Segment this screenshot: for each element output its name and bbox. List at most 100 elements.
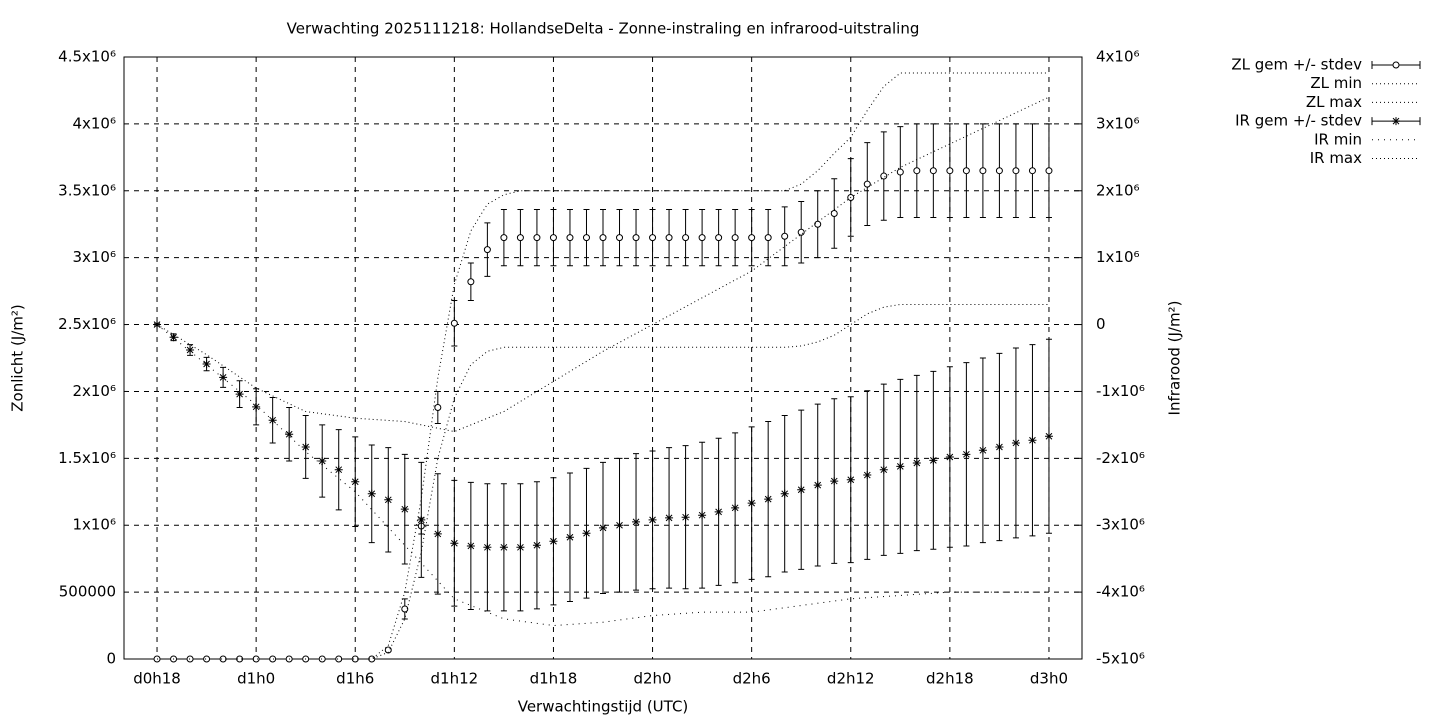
- point-marker: [599, 234, 607, 242]
- point-marker: [565, 533, 574, 542]
- point-marker: [781, 232, 789, 240]
- point-marker: [665, 234, 673, 242]
- point-marker: [466, 541, 475, 550]
- point-marker: [863, 471, 872, 480]
- y-tick-label: 3x10⁶: [72, 248, 116, 266]
- point-marker: [186, 345, 195, 354]
- point-marker: [1012, 167, 1020, 175]
- point-marker: [384, 495, 393, 504]
- point-marker: [912, 459, 921, 468]
- point-marker: [797, 485, 806, 494]
- x-tick-label: d2h18: [926, 670, 974, 688]
- point-marker: [995, 442, 1004, 451]
- point-marker: [219, 655, 227, 663]
- point-marker: [979, 167, 987, 175]
- point-marker: [1028, 436, 1037, 445]
- point-marker: [929, 167, 937, 175]
- point-marker: [549, 537, 558, 546]
- x-tick-label: d3h0: [1030, 670, 1068, 688]
- legend-label: ZL gem +/- stdev: [1231, 56, 1362, 74]
- y-tick-label: 2x10⁶: [72, 382, 116, 400]
- point-marker: [433, 529, 442, 538]
- legend-label: IR min: [1314, 130, 1362, 148]
- point-marker: [203, 655, 211, 663]
- y-tick-label: 500000: [59, 583, 116, 601]
- point-marker: [929, 456, 938, 465]
- point-marker: [235, 390, 244, 399]
- point-marker: [764, 495, 773, 504]
- x-tick-label: d2h6: [733, 670, 771, 688]
- point-marker: [896, 168, 904, 176]
- line-series: [156, 324, 1049, 627]
- point-marker: [318, 655, 326, 663]
- y2-tick-label: 0: [1096, 315, 1106, 333]
- point-marker: [252, 402, 261, 411]
- point-marker: [797, 228, 805, 236]
- y-tick-label: 0: [106, 650, 116, 668]
- point-marker: [450, 539, 459, 548]
- y2-tick-label: 3x10⁶: [1096, 114, 1140, 132]
- point-marker: [731, 503, 740, 512]
- point-marker: [169, 333, 178, 342]
- point-marker: [417, 515, 426, 524]
- chart-title: Verwachting 2025111218: HollandseDelta -…: [287, 20, 920, 38]
- y2-tick-label: -2x10⁶: [1096, 449, 1145, 467]
- x-tick-label: d1h6: [336, 670, 374, 688]
- point-marker: [434, 403, 442, 411]
- point-marker: [153, 320, 162, 329]
- series: [153, 320, 1053, 612]
- point-marker: [681, 513, 690, 522]
- point-marker: [401, 605, 409, 613]
- x-tick-label: d2h0: [633, 670, 671, 688]
- point-marker: [400, 505, 409, 514]
- point-marker: [615, 521, 624, 530]
- point-marker: [335, 655, 343, 663]
- point-marker: [780, 489, 789, 498]
- point-marker: [682, 234, 690, 242]
- point-marker: [1044, 432, 1053, 441]
- point-marker: [649, 234, 657, 242]
- point-marker: [698, 511, 707, 520]
- point-marker: [318, 457, 327, 466]
- point-marker: [367, 489, 376, 498]
- point-marker: [748, 234, 756, 242]
- y-tick-label: 1.5x10⁶: [58, 449, 116, 467]
- y2-tick-label: -5x10⁶: [1096, 650, 1145, 668]
- x-tick-label: d1h0: [237, 670, 275, 688]
- point-marker: [945, 452, 954, 461]
- y-tick-label: 3.5x10⁶: [58, 181, 116, 199]
- point-marker: [715, 234, 723, 242]
- point-marker: [978, 446, 987, 455]
- y2-tick-label: 1x10⁶: [1096, 248, 1140, 266]
- point-marker: [846, 475, 855, 484]
- point-marker: [814, 220, 822, 228]
- y2-tick-label: -3x10⁶: [1096, 516, 1145, 534]
- point-marker: [648, 515, 657, 524]
- series: [153, 123, 1053, 663]
- point-marker: [351, 655, 359, 663]
- point-marker: [582, 529, 591, 538]
- point-marker: [830, 210, 838, 218]
- point-marker: [351, 477, 360, 486]
- point-marker: [632, 234, 640, 242]
- point-marker: [599, 523, 607, 532]
- point-marker: [566, 234, 574, 242]
- legend-marker: [1392, 61, 1400, 69]
- y-tick-label: 1x10⁶: [72, 516, 116, 534]
- legend-marker: [1392, 117, 1400, 126]
- point-marker: [202, 360, 211, 369]
- point-marker: [896, 462, 905, 471]
- y-tick-label: 4.5x10⁶: [58, 48, 116, 66]
- point-marker: [483, 543, 492, 552]
- line-series: [156, 96, 1050, 433]
- point-marker: [913, 167, 921, 175]
- point-marker: [879, 465, 888, 474]
- point-marker: [1028, 167, 1036, 175]
- point-marker: [747, 499, 756, 508]
- y2-axis-label: Infrarood (J/m²): [1166, 301, 1184, 416]
- point-marker: [764, 234, 772, 242]
- y2-tick-label: -1x10⁶: [1096, 382, 1145, 400]
- point-marker: [731, 234, 739, 242]
